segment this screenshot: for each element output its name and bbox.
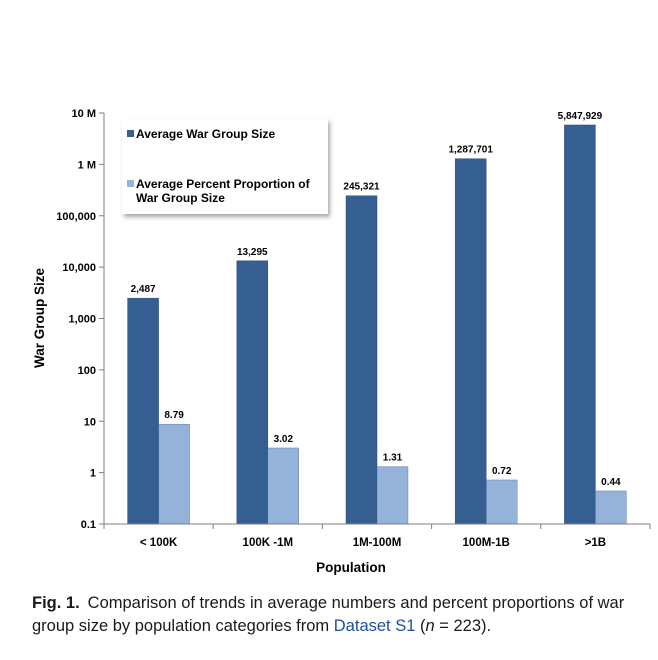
bar-percent — [158, 423, 190, 525]
data-label: 0.44 — [601, 477, 621, 488]
data-label: 8.79 — [164, 410, 184, 421]
y-tick-label: 10,000 — [62, 262, 96, 274]
caption-open: ( — [415, 617, 426, 635]
data-label: 13,295 — [237, 247, 268, 258]
caption-close: = 223). — [434, 617, 492, 635]
bar-group-size — [127, 297, 159, 525]
caption-n-variable: n — [425, 617, 435, 635]
legend: Average War Group Size Average Percent Pr… — [122, 119, 328, 214]
bar-group-size — [564, 124, 596, 525]
legend-swatch-percent — [127, 180, 134, 187]
bar-percent — [486, 479, 518, 525]
legend-label-group-size: Average War Group Size — [136, 127, 275, 141]
y-tick-label: 1 — [90, 468, 96, 480]
x-category-label: 100K -1M — [243, 537, 294, 549]
y-axis-title: War Group Size — [32, 268, 47, 369]
dataset-link[interactable]: Dataset S1 — [333, 617, 416, 635]
legend-label-percent: Average Percent Proportion of War Group S… — [136, 177, 311, 205]
data-label: 5,847,929 — [558, 111, 603, 122]
caption-text: Comparison of trends in average numbers … — [32, 594, 625, 635]
y-tick-label: 1 M — [78, 159, 96, 171]
bar-percent — [267, 447, 299, 525]
legend-swatch-group-size — [127, 130, 134, 137]
caption-label: Fig. 1. — [32, 594, 80, 612]
bar-group-size — [454, 158, 487, 525]
figure-caption: Fig. 1. Comparison of trends in average n… — [32, 592, 654, 638]
data-label: 1,287,701 — [448, 145, 493, 156]
bar-chart: 0.1 1 10 100 1,000 10,000 100,000 1 M 10 M 2,487… — [32, 108, 651, 575]
x-category-label: 100M-1B — [463, 537, 510, 549]
data-label: 2,487 — [131, 284, 156, 295]
x-axis: < 100K 100K -1M 1M-100M 100M-1B >1B — [103, 523, 651, 549]
data-label: 1.31 — [383, 453, 403, 464]
x-category-label: 1M-100M — [353, 537, 402, 549]
y-tick-label: 100,000 — [56, 211, 96, 223]
y-axis: 0.1 1 10 100 1,000 10,000 100,000 1 M 10 M — [56, 108, 105, 531]
bar-group-size — [345, 195, 378, 525]
y-tick-label: 100 — [78, 365, 96, 377]
x-category-label: >1B — [585, 537, 606, 549]
x-category-label: < 100K — [140, 537, 178, 549]
data-label: 245,321 — [343, 182, 380, 193]
bar-percent — [595, 490, 627, 525]
bar-group-size — [236, 260, 269, 525]
y-tick-label: 10 M — [72, 108, 96, 120]
x-axis-title: Population — [316, 560, 386, 575]
y-tick-label: 1,000 — [68, 314, 96, 326]
data-label: 0.72 — [492, 466, 512, 477]
bars-group: 2,487 13,295 245,321 1,287,701 5,847,929 8.79… — [127, 111, 627, 525]
data-label: 3.02 — [274, 434, 294, 445]
bar-percent — [376, 466, 409, 525]
legend-box — [122, 119, 328, 214]
y-tick-label: 10 — [84, 416, 96, 428]
y-tick-label: 0.1 — [81, 519, 96, 531]
